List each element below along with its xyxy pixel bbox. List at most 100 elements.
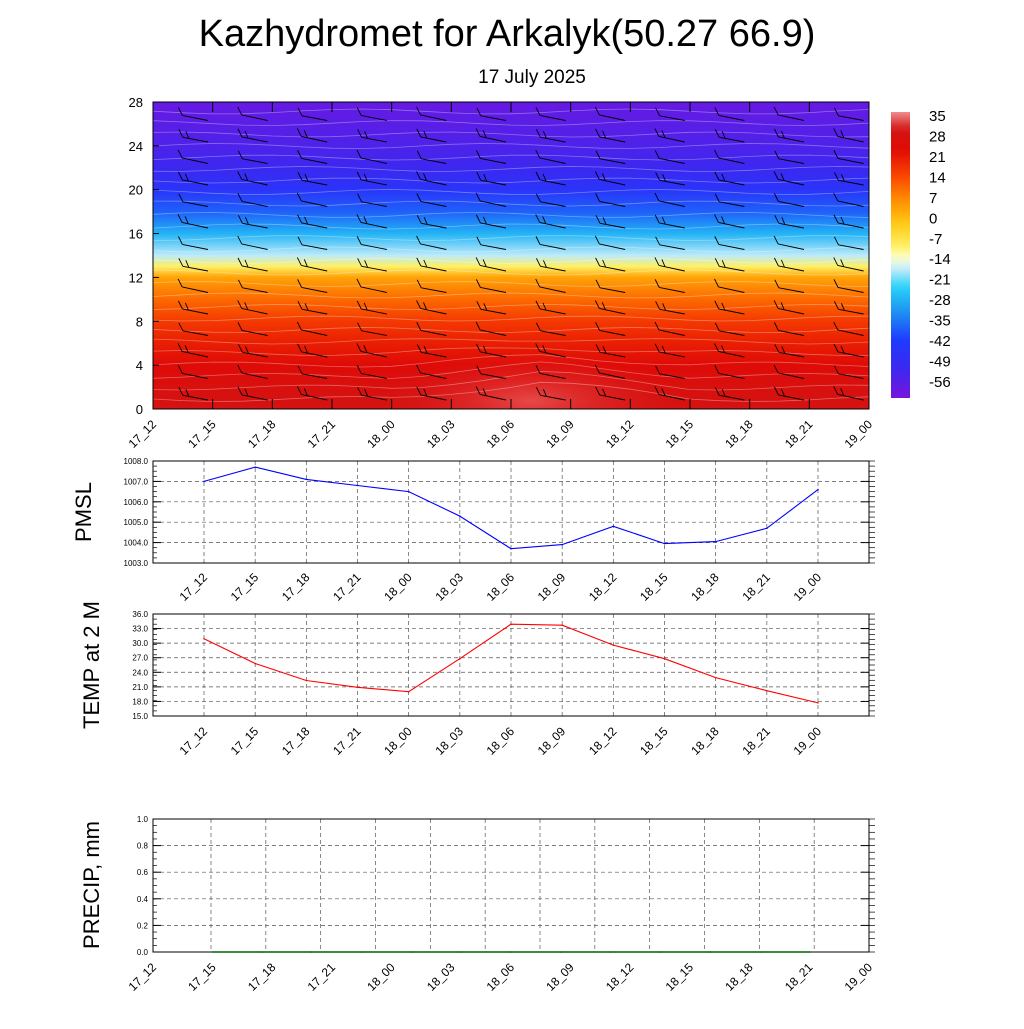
- data-point: [254, 466, 256, 468]
- barb-shaft: [301, 200, 328, 207]
- barb-shaft: [182, 179, 209, 186]
- wind-barb: [594, 300, 626, 315]
- data-point: [709, 951, 712, 953]
- wind-barb: [237, 386, 268, 401]
- wind-barb: [536, 129, 566, 143]
- barb-shaft: [778, 372, 805, 379]
- wind-barb: [773, 386, 805, 401]
- barb-flag: [535, 171, 541, 181]
- barb-shaft: [241, 394, 268, 401]
- barb-flag: [773, 235, 779, 245]
- wind-barb: [595, 344, 626, 358]
- wind-barb: [296, 257, 328, 272]
- barb-shaft: [658, 394, 685, 401]
- barb-shaft: [480, 115, 507, 121]
- barb-flag: [833, 321, 839, 331]
- barb-flag: [416, 322, 422, 331]
- barb-flag: [661, 259, 666, 267]
- barb-flag: [423, 259, 428, 268]
- barb-shaft: [182, 201, 209, 207]
- barb-flag: [654, 257, 660, 266]
- barb-flag: [595, 322, 600, 331]
- barb-shaft: [778, 200, 805, 207]
- barb-flag: [364, 260, 369, 268]
- x-tick-label: 18_18: [688, 724, 722, 758]
- wind-barb: [833, 343, 864, 358]
- barb-shaft: [242, 351, 268, 358]
- wind-barb: [536, 258, 566, 272]
- wind-barb: [535, 236, 566, 250]
- wind-barb: [177, 300, 209, 315]
- barb-flag: [721, 345, 725, 353]
- barb-flag: [721, 260, 726, 268]
- barb-flag: [185, 389, 190, 397]
- barb-flag: [542, 131, 547, 139]
- barb-flag: [714, 149, 719, 159]
- barb-shaft: [838, 308, 864, 315]
- line-panel-1: 1003.0 1004.0 1005.0 1006.0 1007.0 1008.0 17_1…: [71, 457, 875, 604]
- x-tick-label: 18_15: [663, 960, 697, 994]
- barb-flag: [184, 173, 189, 182]
- barb-flag: [595, 279, 601, 288]
- barb-flag: [304, 345, 308, 354]
- barb-shaft: [421, 351, 447, 358]
- barb-flag: [244, 259, 249, 268]
- barb-shaft: [241, 243, 268, 250]
- y-tick-label: 27.0: [132, 654, 148, 663]
- data-point: [407, 490, 410, 493]
- y-tick-label: 0.8: [137, 842, 149, 851]
- isotherm-line: [153, 258, 869, 264]
- wind-barb: [595, 128, 626, 143]
- barb-flag: [482, 345, 487, 354]
- x-tick-label: 18_12: [603, 960, 637, 994]
- barb-flag: [654, 279, 660, 288]
- barb-shaft: [420, 372, 447, 379]
- colorbar-strip: [891, 112, 910, 398]
- data-point: [310, 951, 313, 953]
- barb-flag: [185, 131, 190, 139]
- barb-flag: [654, 192, 660, 202]
- barb-shaft: [301, 115, 328, 121]
- wind-barb: [833, 257, 864, 272]
- barb-shaft: [719, 201, 745, 207]
- barb-flag: [721, 302, 726, 311]
- series-line: [203, 466, 819, 550]
- barb-flag: [416, 257, 422, 267]
- barb-shaft: [301, 394, 328, 401]
- y-tick-label: 30.0: [132, 639, 148, 648]
- data-point: [510, 547, 512, 550]
- barb-shaft: [242, 287, 268, 293]
- barb-flag: [244, 217, 249, 225]
- wind-barb: [594, 364, 626, 379]
- barb-flag: [535, 236, 541, 245]
- barb-flag: [654, 150, 660, 159]
- barb-shaft: [539, 286, 566, 293]
- barb-shaft: [301, 351, 328, 358]
- barb-flag: [536, 387, 541, 396]
- x-tick-label: 18_15: [637, 570, 671, 604]
- barb-flag: [297, 279, 302, 288]
- barb-flag: [363, 345, 368, 353]
- barb-flag: [774, 215, 780, 224]
- data-point: [261, 951, 263, 953]
- barb-shaft: [599, 114, 626, 121]
- wind-barb: [595, 279, 626, 293]
- wind-barb: [476, 107, 507, 121]
- barb-shaft: [540, 330, 566, 336]
- x-tick-label: 18_00: [364, 960, 398, 994]
- wind-barb: [536, 193, 566, 207]
- data-point: [305, 478, 308, 481]
- wind-barb: [476, 301, 507, 315]
- x-tick-label: 18_09: [543, 417, 577, 451]
- barb-shaft: [659, 222, 685, 229]
- x-tick-label: 19_00: [791, 570, 825, 604]
- barb-shaft: [182, 222, 209, 229]
- wind-barb: [416, 193, 447, 207]
- barb-flag: [475, 150, 481, 159]
- data-point: [766, 689, 768, 692]
- barb-shaft: [659, 157, 685, 164]
- y-axis-label: TEMP at 2 M: [79, 601, 104, 729]
- barb-shaft: [778, 179, 805, 186]
- barb-shaft: [301, 136, 328, 143]
- data-point: [305, 679, 308, 682]
